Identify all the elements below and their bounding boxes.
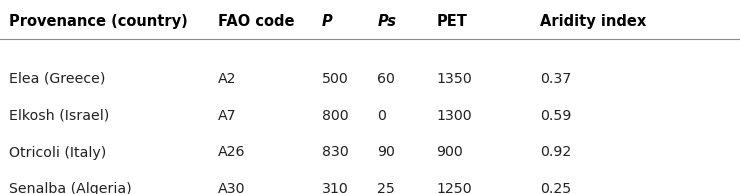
Text: 310: 310: [322, 182, 349, 194]
Text: 0.37: 0.37: [540, 72, 571, 86]
Text: Ps: Ps: [377, 14, 397, 29]
Text: Otricoli (Italy): Otricoli (Italy): [9, 146, 106, 159]
Text: 900: 900: [437, 146, 463, 159]
Text: 500: 500: [322, 72, 349, 86]
Text: 1350: 1350: [437, 72, 472, 86]
Text: A30: A30: [218, 182, 246, 194]
Text: 25: 25: [377, 182, 395, 194]
Text: P: P: [322, 14, 333, 29]
Text: PET: PET: [437, 14, 468, 29]
Text: 1300: 1300: [437, 109, 472, 123]
Text: Provenance (country): Provenance (country): [9, 14, 188, 29]
Text: 60: 60: [377, 72, 395, 86]
Text: 830: 830: [322, 146, 349, 159]
Text: 1250: 1250: [437, 182, 472, 194]
Text: 0.92: 0.92: [540, 146, 571, 159]
Text: Elea (Greece): Elea (Greece): [9, 72, 105, 86]
Text: 800: 800: [322, 109, 349, 123]
Text: A2: A2: [218, 72, 237, 86]
Text: Aridity index: Aridity index: [540, 14, 647, 29]
Text: FAO code: FAO code: [218, 14, 295, 29]
Text: Senalba (Algeria): Senalba (Algeria): [9, 182, 132, 194]
Text: 90: 90: [377, 146, 395, 159]
Text: 0.59: 0.59: [540, 109, 571, 123]
Text: Elkosh (Israel): Elkosh (Israel): [9, 109, 109, 123]
Text: A26: A26: [218, 146, 246, 159]
Text: 0: 0: [377, 109, 386, 123]
Text: A7: A7: [218, 109, 237, 123]
Text: 0.25: 0.25: [540, 182, 571, 194]
